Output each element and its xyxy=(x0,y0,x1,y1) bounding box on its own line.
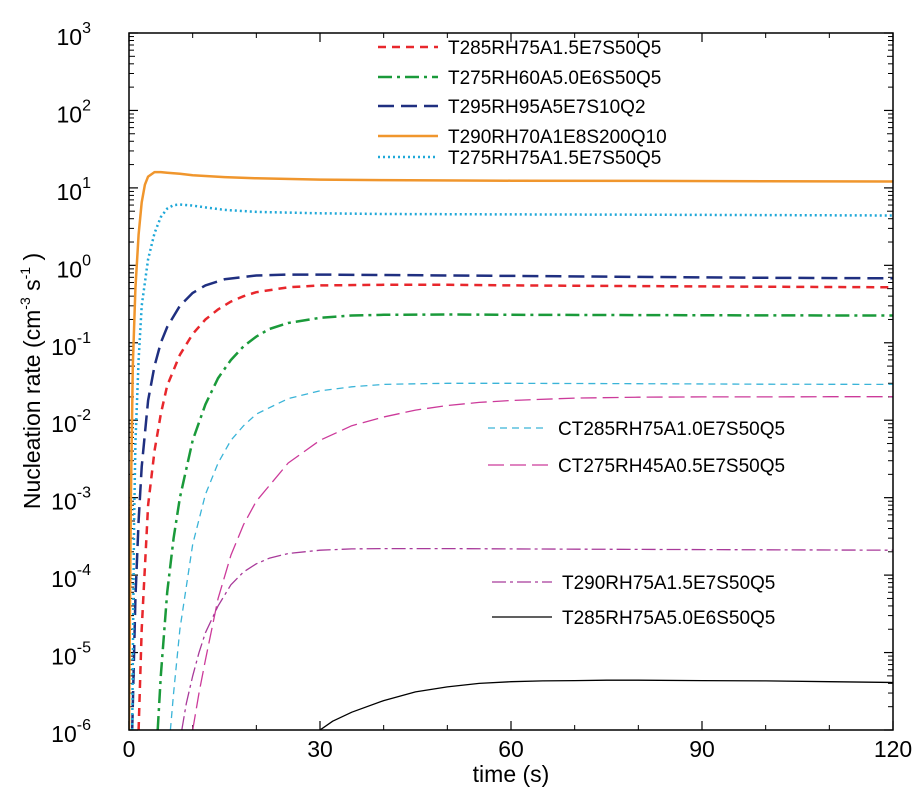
legend-label-4: T290RH70A1E8S200Q10 xyxy=(448,127,667,148)
x-tick-label: 60 xyxy=(498,736,524,762)
y-tick-label: 10-6 xyxy=(51,717,91,747)
legend-label-1: T285RH75A1.5E7S50Q5 xyxy=(448,38,661,59)
series-layer xyxy=(129,170,893,730)
series-line-4 xyxy=(129,170,893,730)
x-tick-label: 90 xyxy=(689,736,715,762)
legend: T285RH75A1.5E7S50Q5 T275RH60A5.0E6S50Q5 T2… xyxy=(378,38,785,629)
legend-label-7: CT275RH45A0.5E7S50Q5 xyxy=(558,456,785,477)
y-tick-label: 10-1 xyxy=(51,330,91,360)
x-tick-label: 120 xyxy=(874,736,912,762)
y-tick-label: 103 xyxy=(57,20,92,50)
x-axis-title: time (s) xyxy=(473,761,550,787)
y-axis-title-exp2: -1 xyxy=(17,267,33,280)
plot-frame xyxy=(128,32,894,731)
y-tick-label: 101 xyxy=(57,175,92,205)
legend-label-5: T275RH75A1.5E7S50Q5 xyxy=(448,148,661,169)
y-tick-label: 10-4 xyxy=(51,562,91,592)
tick-labels: 0 30 60 90 120 103 102 101 100 10-1 10-2 10-3 10-4 10… xyxy=(51,20,912,762)
axis-ticks xyxy=(128,32,894,731)
series-line-2 xyxy=(156,313,893,730)
y-tick-label: 10-3 xyxy=(51,485,91,515)
x-tick-label: 30 xyxy=(307,736,333,762)
series-line-7 xyxy=(192,396,893,730)
legend-label-9: T285RH75A5.0E6S50Q5 xyxy=(562,608,775,629)
y-tick-label: 102 xyxy=(57,97,92,127)
y-axis-title-mid: s xyxy=(19,279,45,297)
series-line-3 xyxy=(130,273,893,730)
x-tick-label: 0 xyxy=(123,736,136,762)
legend-label-8: T290RH75A1.5E7S50Q5 xyxy=(562,573,775,594)
y-axis-title-exp1: -3 xyxy=(17,297,33,310)
legend-label-3: T295RH95A5E7S10Q2 xyxy=(448,97,646,118)
y-axis-title-end: ) xyxy=(19,253,45,267)
legend-label-2: T275RH60A5.0E6S50Q5 xyxy=(448,68,661,89)
y-tick-label: 10-5 xyxy=(51,640,91,670)
y-tick-label: 10-2 xyxy=(51,407,91,437)
y-axis-title: Nucleation rate (cm-3 s-1 ) xyxy=(17,253,45,509)
legend-label-6: CT285RH75A1.0E7S50Q5 xyxy=(558,419,785,440)
series-line-8 xyxy=(181,547,893,730)
series-line-1 xyxy=(137,283,893,730)
y-axis-title-main: Nucleation rate (cm xyxy=(19,310,45,509)
series-line-6 xyxy=(169,382,893,730)
series-line-9 xyxy=(319,679,893,730)
y-tick-label: 100 xyxy=(57,252,92,282)
